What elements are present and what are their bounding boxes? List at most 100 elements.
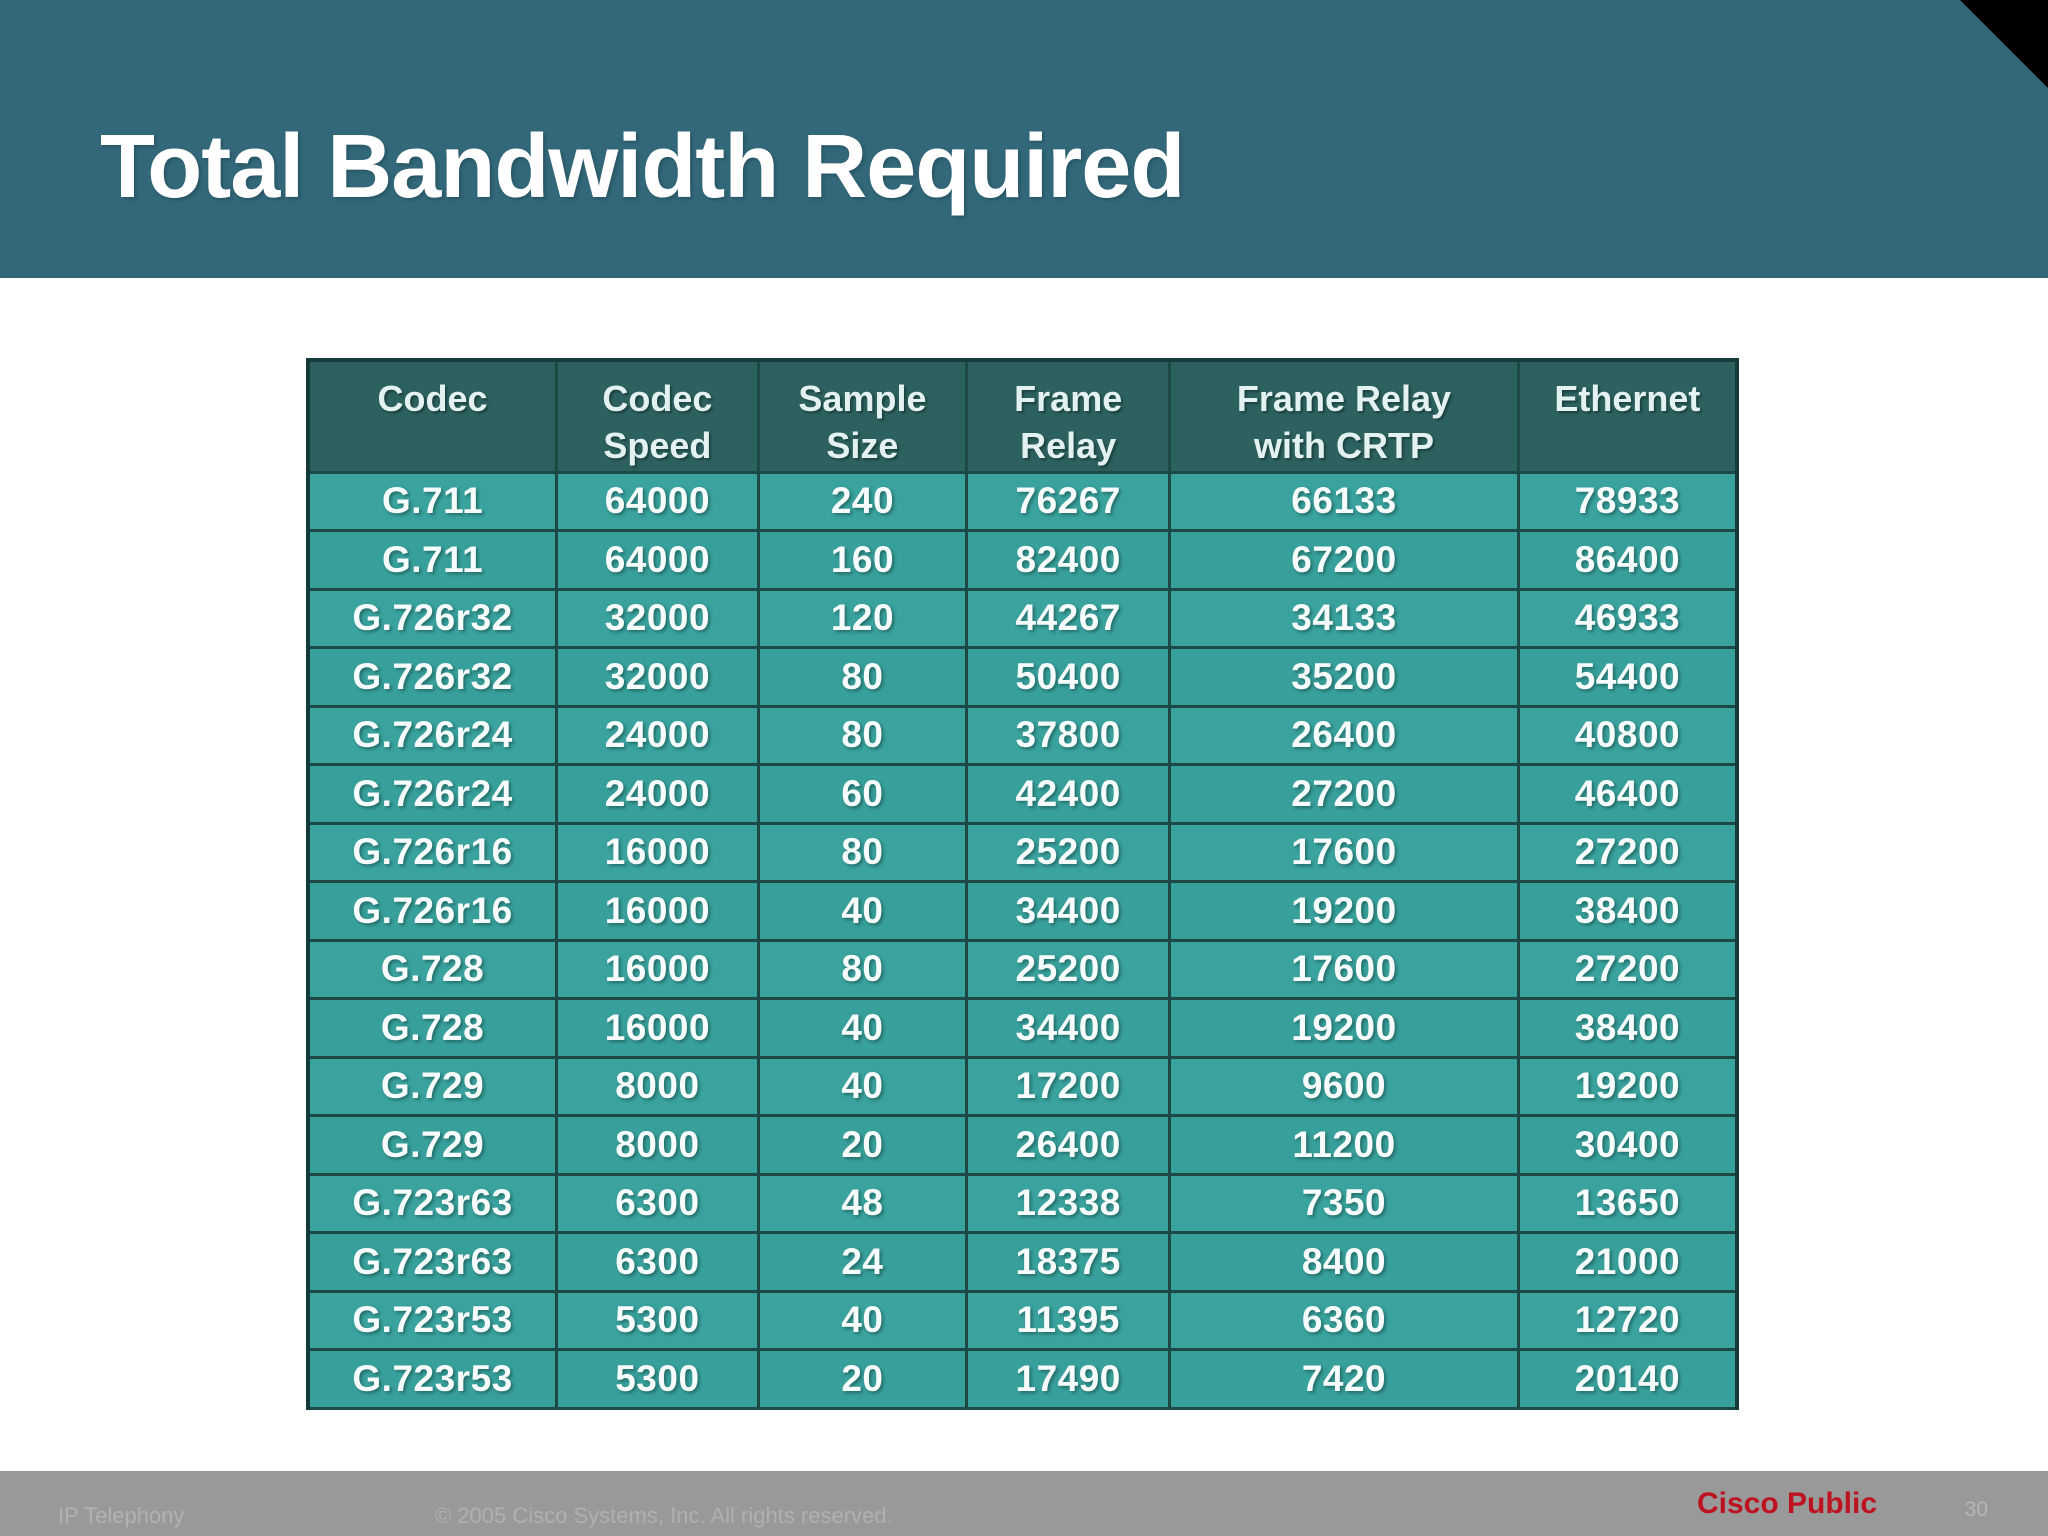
table-cell: 32000	[555, 646, 760, 708]
table-cell: 160	[756, 529, 969, 591]
table-cell: 6300	[555, 1231, 760, 1293]
table-row: G.726r32 32000 120 44267 34133 46933	[306, 587, 1739, 650]
table-row: G.729 8000 20 26400 11200 30400	[306, 1114, 1739, 1176]
table-cell: 82400	[965, 529, 1172, 591]
table-cell: 34400	[965, 880, 1172, 942]
table-cell: 19200	[1168, 880, 1520, 942]
table-cell: 46400	[1516, 763, 1739, 825]
footer-product-label: IP Telephony	[58, 1503, 185, 1528]
table-cell: 20140	[1516, 1348, 1739, 1410]
table-cell: 44267	[965, 587, 1172, 650]
table-cell: 27200	[1516, 821, 1739, 884]
table-cell: 16000	[555, 938, 760, 1001]
table-cell: 17490	[965, 1348, 1172, 1410]
table-cell: 80	[756, 821, 969, 884]
table-cell: 40	[756, 880, 969, 942]
table-cell: 32000	[555, 587, 760, 650]
table-cell: 18375	[965, 1231, 1172, 1293]
table-row: G.726r32 32000 80 50400 35200 54400	[306, 646, 1739, 708]
slide-title: Total Bandwidth Required	[100, 117, 1185, 217]
column-header: Codec	[306, 358, 559, 474]
table-cell: 67200	[1168, 529, 1520, 591]
table-row: G.723r53 5300 40 11395 6360 12720	[306, 1289, 1739, 1352]
table-row: G.723r63 6300 24 18375 8400 21000	[306, 1231, 1739, 1293]
table-cell: 64000	[555, 529, 760, 591]
table-cell: 46933	[1516, 587, 1739, 650]
table-cell: 40	[756, 1055, 969, 1118]
table-cell: 19200	[1516, 1055, 1739, 1118]
footer-page-number: 30	[1964, 1498, 1988, 1521]
table-cell: G.723r63	[306, 1231, 559, 1293]
table-cell: 38400	[1516, 997, 1739, 1059]
table-cell: 8000	[555, 1114, 760, 1176]
table-cell: 5300	[555, 1348, 760, 1410]
table-cell: 16000	[555, 997, 760, 1059]
table-cell: 13650	[1516, 1172, 1739, 1235]
table-cell: 42400	[965, 763, 1172, 825]
table-cell: 25200	[965, 821, 1172, 884]
table-row: G.726r24 24000 60 42400 27200 46400	[306, 763, 1739, 825]
table-cell: 16000	[555, 821, 760, 884]
table-row: G.723r63 6300 48 12338 7350 13650	[306, 1172, 1739, 1235]
table-cell: G.726r16	[306, 880, 559, 942]
table-cell: 40	[756, 1289, 969, 1352]
table-cell: 11395	[965, 1289, 1172, 1352]
table-row: G.723r53 5300 20 17490 7420 20140	[306, 1348, 1739, 1410]
table-cell: 20	[756, 1348, 969, 1410]
table-cell: 80	[756, 704, 969, 767]
table-cell: 40	[756, 997, 969, 1059]
table-cell: 76267	[965, 470, 1172, 533]
table-cell: 24	[756, 1231, 969, 1293]
table-cell: G.723r53	[306, 1289, 559, 1352]
table-cell: G.723r63	[306, 1172, 559, 1235]
table-cell: 26400	[965, 1114, 1172, 1176]
table-cell: 12720	[1516, 1289, 1739, 1352]
column-header: Ethernet	[1516, 358, 1739, 474]
table-cell: 80	[756, 938, 969, 1001]
table-cell: 50400	[965, 646, 1172, 708]
table-cell: G.728	[306, 938, 559, 1001]
table-row: G.728 16000 80 25200 17600 27200	[306, 938, 1739, 1001]
table-cell: 64000	[555, 470, 760, 533]
footer-bar: IP Telephony © 2005 Cisco Systems, Inc. …	[0, 1471, 2048, 1536]
table-cell: 16000	[555, 880, 760, 942]
table-cell: 78933	[1516, 470, 1739, 533]
table-cell: 17600	[1168, 821, 1520, 884]
table-cell: 11200	[1168, 1114, 1520, 1176]
table-row: G.726r16 16000 80 25200 17600 27200	[306, 821, 1739, 884]
table-cell: 60	[756, 763, 969, 825]
column-header: Frame Relay with CRTP	[1168, 358, 1520, 474]
table-cell: 27200	[1168, 763, 1520, 825]
table-row: G.726r16 16000 40 34400 19200 38400	[306, 880, 1739, 942]
table-cell: 21000	[1516, 1231, 1739, 1293]
bandwidth-table: Codec Codec Speed Sample Size Frame Relay Fr…	[306, 358, 1739, 1410]
table-cell: 30400	[1516, 1114, 1739, 1176]
table-cell: 19200	[1168, 997, 1520, 1059]
table-cell: 6360	[1168, 1289, 1520, 1352]
table-cell: 8000	[555, 1055, 760, 1118]
table-cell: 9600	[1168, 1055, 1520, 1118]
table-cell: G.726r24	[306, 704, 559, 767]
footer-copyright: © 2005 Cisco Systems, Inc. All rights re…	[435, 1503, 893, 1528]
table-row: G.726r24 24000 80 37800 26400 40800	[306, 704, 1739, 767]
footer-classification: Cisco Public	[1696, 1487, 1877, 1520]
table-cell: G.711	[306, 529, 559, 591]
table-cell: 24000	[555, 704, 760, 767]
column-header: Sample Size	[756, 358, 969, 474]
table-cell: G.728	[306, 997, 559, 1059]
table-cell: 8400	[1168, 1231, 1520, 1293]
table-body: G.711 64000 240 76267 66133 78933 G.711 64000 16…	[306, 470, 1739, 1410]
table-cell: G.726r32	[306, 587, 559, 650]
table-cell: 38400	[1516, 880, 1739, 942]
table-row: G.711 64000 240 76267 66133 78933	[306, 470, 1739, 533]
table-cell: 20	[756, 1114, 969, 1176]
table-cell: 54400	[1516, 646, 1739, 708]
table-cell: G.711	[306, 470, 559, 533]
column-header: Codec Speed	[555, 358, 760, 474]
table-cell: 17200	[965, 1055, 1172, 1118]
table-cell: 35200	[1168, 646, 1520, 708]
table-cell: 24000	[555, 763, 760, 825]
column-header: Frame Relay	[965, 358, 1172, 474]
table-cell: 34133	[1168, 587, 1520, 650]
